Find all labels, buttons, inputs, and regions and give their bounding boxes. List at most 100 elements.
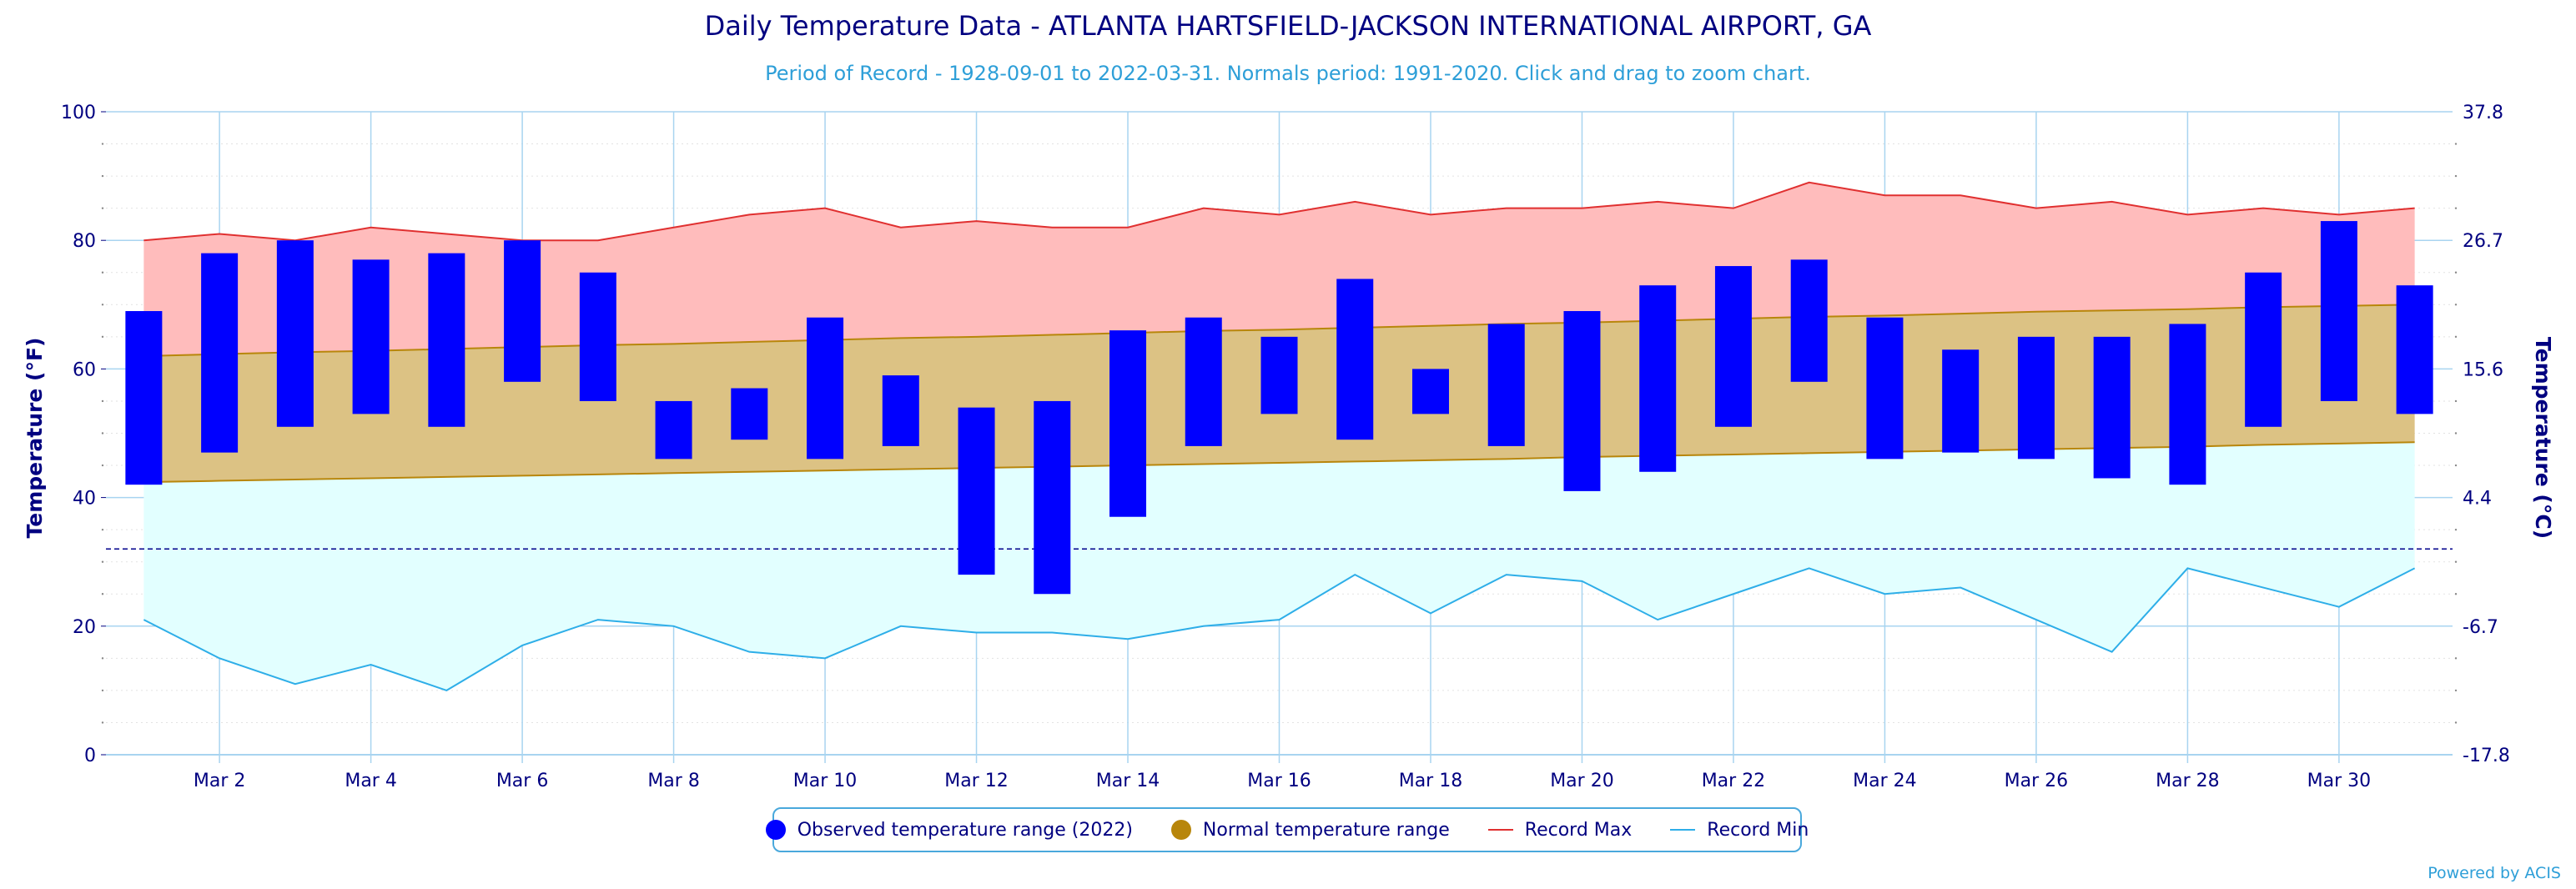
powered-by-credit[interactable]: Powered by ACIS (2428, 864, 2561, 882)
record-min-legend-line (1670, 829, 1696, 831)
y2-minor-dot (2454, 528, 2458, 531)
legend-label-record-min: Record Min (1707, 819, 1809, 841)
y2-minor-dot (2454, 304, 2458, 306)
y-minor-dot (101, 143, 104, 145)
observed-bar[interactable] (1714, 266, 1752, 427)
record-min-area (143, 442, 2415, 691)
y-tick-label: 20 (73, 617, 96, 638)
normal-legend-marker (1170, 820, 1191, 840)
observed-bar[interactable] (1034, 400, 1071, 595)
y2-minor-dot (2454, 721, 2458, 724)
x-tick-label: Mar 14 (1096, 771, 1160, 791)
observed-bar[interactable] (1563, 311, 1601, 491)
observed-bar[interactable] (882, 375, 919, 446)
x-tick-label: Mar 16 (1247, 771, 1311, 791)
y2-minor-dot (2454, 207, 2458, 209)
observed-bar[interactable] (1866, 317, 1904, 460)
y2-tick-label: 26.7 (2463, 231, 2503, 252)
record-min-line (143, 567, 2416, 691)
legend-item-normal[interactable]: Normal temperature range (1170, 819, 1450, 841)
observed-bar[interactable] (579, 272, 616, 401)
y2-minor-dot (2454, 593, 2458, 595)
legend-item-record-max[interactable]: Record Max (1487, 819, 1633, 841)
observed-bar[interactable] (731, 388, 768, 440)
y-minor-dot (101, 689, 104, 692)
x-tick-label: Mar 30 (2307, 771, 2372, 791)
x-tick-label: Mar 2 (194, 771, 246, 791)
y-minor-dot (101, 399, 104, 403)
observed-legend-marker (765, 820, 786, 840)
y2-minor-dot (2454, 271, 2458, 274)
y-minor-dot (101, 432, 104, 434)
x-tick-label: Mar 10 (793, 771, 858, 791)
y-tick-label: 60 (73, 359, 96, 380)
area-series (143, 182, 2415, 691)
observed-bar[interactable] (1411, 369, 1449, 414)
x-tick-label: Mar 28 (2156, 771, 2220, 791)
y2-minor-dot (2454, 657, 2458, 660)
observed-bar[interactable] (504, 240, 541, 382)
x-tick-label: Mar 20 (1550, 771, 1614, 791)
record-max-area (143, 182, 2415, 356)
record-max-legend-line (1487, 829, 1513, 831)
observed-bar[interactable] (1185, 317, 1222, 446)
observed-bar[interactable] (2093, 336, 2131, 479)
y-tick-label: 0 (84, 746, 96, 766)
observed-bar[interactable] (2169, 324, 2206, 485)
y-tick-label: 40 (73, 489, 96, 510)
legend-item-observed[interactable]: Observed temperature range (2022) (765, 819, 1133, 841)
observed-bar[interactable] (2017, 336, 2055, 460)
observed-bar[interactable] (352, 259, 390, 414)
y2-minor-dot (2454, 432, 2458, 434)
y2-tick-label: 15.6 (2463, 359, 2503, 380)
observed-bar[interactable] (1336, 279, 1374, 440)
legend-item-record-min[interactable]: Record Min (1670, 820, 1809, 841)
observed-bar[interactable] (2245, 272, 2282, 427)
observed-bar[interactable] (201, 253, 239, 453)
y-minor-dot (101, 174, 104, 178)
y2-tick-label: 37.8 (2463, 103, 2503, 123)
y2-tick-label: -6.7 (2463, 617, 2498, 638)
observed-bar[interactable] (428, 253, 465, 427)
y-minor-dot (101, 207, 104, 209)
y-tick-label: 100 (61, 103, 96, 123)
observed-bar[interactable] (276, 240, 314, 427)
x-tick-label: Mar 8 (647, 771, 700, 791)
x-tick-label: Mar 26 (2005, 771, 2069, 791)
observed-bar[interactable] (1260, 336, 1298, 414)
y-minor-dot (101, 560, 104, 563)
legend-label-observed: Observed temperature range (2022) (797, 819, 1133, 841)
observed-bar[interactable] (1790, 259, 1828, 382)
observed-bar[interactable] (1109, 330, 1147, 517)
x-tick-label: Mar 24 (1853, 771, 1917, 791)
observed-bar[interactable] (2320, 221, 2357, 401)
observed-bar[interactable] (1639, 285, 1677, 472)
y-minor-dot (101, 657, 104, 660)
y-minor-dot (101, 335, 104, 339)
y2-minor-dot (2454, 174, 2458, 178)
x-tick-label: Mar 22 (1702, 771, 1766, 791)
chart-subtitle: Period of Record - 1928-09-01 to 2022-03… (765, 62, 1811, 85)
y2-minor-dot (2454, 335, 2458, 339)
y2-minor-dot (2454, 399, 2458, 403)
y2-minor-dot (2454, 464, 2458, 467)
legend-label-normal: Normal temperature range (1202, 819, 1450, 841)
legend-label-record-max: Record Max (1524, 819, 1633, 841)
y2-minor-dot (2454, 143, 2458, 145)
observed-bar[interactable] (1487, 324, 1525, 446)
y-axis-label-right: Temperature (°C) (2531, 337, 2555, 539)
observed-bar[interactable] (125, 311, 163, 485)
x-tick-label: Mar 4 (345, 771, 397, 791)
observed-bar[interactable] (2396, 285, 2433, 414)
observed-bar[interactable] (807, 317, 844, 460)
x-tick-label: Mar 18 (1399, 771, 1463, 791)
y-minor-dot (101, 271, 104, 274)
normal-range-area (143, 304, 2415, 483)
y2-tick-label: 4.4 (2463, 489, 2492, 510)
observed-bar[interactable] (1942, 349, 1980, 453)
observed-bar[interactable] (958, 407, 995, 575)
observed-bar[interactable] (655, 400, 692, 460)
y2-tick-label: -17.8 (2463, 746, 2510, 766)
